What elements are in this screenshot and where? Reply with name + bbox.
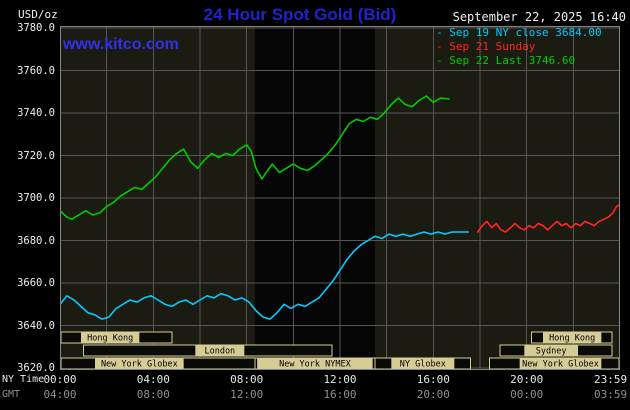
session-label-box <box>391 358 455 369</box>
x-tick-label: 00:00 <box>510 388 544 401</box>
gold-price-chart: Hong Kong Hong Kong London Sydney New York G… <box>59 26 621 370</box>
x-tick-label: 03:59 <box>594 388 628 401</box>
legend-item: - Sep 22 Last 3746.60 <box>436 54 576 67</box>
session-label: NY Globex <box>400 360 446 370</box>
y-axis-labels: 3780.0 3760.0 3740.0 3720.0 3700.0 3680.0 3660… <box>0 0 56 410</box>
session-label: New York Globex <box>101 360 178 370</box>
x-tick-label: 23:59 <box>594 373 628 386</box>
x-tick-label: 04:00 <box>43 388 77 401</box>
session-label: Hong Kong <box>549 334 595 344</box>
x-tick-label: 12:00 <box>323 373 357 386</box>
legend-item: - Sep 19 NY close 3684.00 <box>436 26 602 39</box>
session-label-box <box>257 358 373 369</box>
x-tick-label: 12:00 <box>230 388 264 401</box>
session-label-box <box>81 332 140 343</box>
session-label: New York NYMEX <box>279 360 352 370</box>
x-tick-label: 16:00 <box>416 373 450 386</box>
session-label: Sydney <box>536 347 567 357</box>
unit-label: USD/oz <box>18 8 58 21</box>
chart-legend: - Sep 19 NY close 3684.00- Sep 21 Sunday… <box>436 26 602 68</box>
y-tick-label: 3700.0 <box>17 192 55 204</box>
chart-plot-area: Hong Kong Hong Kong London Sydney New York G… <box>59 26 621 370</box>
y-tick-label: 3780.0 <box>17 22 55 34</box>
x-tick-label: 16:00 <box>323 388 357 401</box>
y-tick-label: 3640.0 <box>17 319 55 332</box>
kitco-watermark-link[interactable]: www.kitco.com <box>63 36 179 53</box>
session-label: London <box>204 347 235 357</box>
plot-border <box>60 26 620 370</box>
x-tick-label: 04:00 <box>136 373 170 386</box>
session-label: Hong Kong <box>87 334 133 344</box>
x-tick-label: 08:00 <box>136 388 170 401</box>
session-label: New York Globex <box>522 360 599 370</box>
series-line-sep19 <box>59 231 470 320</box>
page-title: 24 Hour Spot Gold (Bid) <box>203 5 397 24</box>
x-axis-row-label: NY Time <box>2 374 45 385</box>
legend-item: - Sep 21 Sunday <box>436 40 536 53</box>
x-tick-label: 00:00 <box>43 373 77 386</box>
session-label-box <box>195 345 245 356</box>
chart-datetime: September 22, 2025 16:40 <box>452 10 626 24</box>
session-label-box <box>95 358 184 369</box>
x-tick-label: 08:00 <box>230 373 264 386</box>
y-tick-label: 3680.0 <box>17 234 55 247</box>
x-tick-label: 20:00 <box>416 388 450 401</box>
y-tick-label: 3660.0 <box>17 277 55 289</box>
series-line-sep21 <box>476 203 621 233</box>
x-axis-row-label: GMT <box>2 389 21 400</box>
series-line-sep22 <box>59 95 450 221</box>
session-label-box <box>519 358 602 369</box>
y-tick-label: 3720.0 <box>17 149 55 162</box>
session-label-box <box>543 332 602 343</box>
y-tick-label: 3760.0 <box>17 64 55 77</box>
x-tick-label: 20:00 <box>510 373 544 386</box>
y-tick-label: 3620.0 <box>17 362 55 374</box>
y-tick-label: 3740.0 <box>17 107 55 119</box>
session-label-box <box>524 345 578 356</box>
